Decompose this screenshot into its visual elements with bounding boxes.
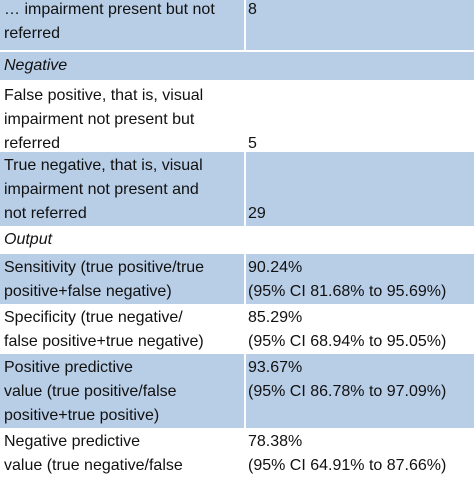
row-value-line: 8 [248,1,257,18]
row-label-line: positive+false negative) [4,283,172,300]
row-label-line: referred [4,135,61,152]
row-value-line: 29 [248,205,266,222]
row-label-line: Sensitivity (true positive/true [4,259,205,276]
row-value-line: (95% CI 64.91% to 87.66%) [248,457,447,474]
row-value: 90.24% (95% CI 81.68% to 95.69%) [248,256,446,304]
row-label: Positive predictive value (true positive… [4,356,244,428]
row-value-line: 85.29% [248,309,303,326]
row-value-line: (95% CI 86.78% to 97.09%) [248,383,447,400]
row-label-line: Negative predictive [4,433,141,450]
section-heading-negative: Negative [4,57,68,74]
row-label-line: false positive+true negative) [4,333,204,350]
column-divider [244,354,246,428]
row-label: … impairment present but not referred [4,0,244,46]
row-label-line: referred [4,25,61,42]
row-label: False positive, that is, visual impairme… [4,84,244,156]
row-value-line: 78.38% [248,433,303,450]
row-label-line: True negative, that is, visual [4,157,203,174]
table-row: … impairment present but not referred 8 [0,0,474,50]
row-label-line: Specificity (true negative/ [4,309,183,326]
row-value-line: 90.24% [248,259,303,276]
row-label: Sensitivity (true positive/true positive… [4,256,244,304]
row-value: 93.67% (95% CI 86.78% to 97.09%) [248,356,446,404]
column-divider [244,152,246,226]
row-value: 5 [248,84,257,156]
row-label-line: False positive, that is, visual [4,87,204,104]
row-value: 29 [248,154,266,226]
row-label-line: Positive predictive [4,359,133,376]
row-label-line: value (true positive/false [4,383,177,400]
row-value-line [248,154,266,178]
table-row: Negative predictive value (true negative… [0,430,474,474]
row-value-line: (95% CI 81.68% to 95.69%) [248,283,447,300]
row-value-line: 93.67% [248,359,303,376]
row-label-line: positive+true positive) [4,407,160,424]
column-divider [244,254,246,304]
table-row: Positive predictive value (true positive… [0,354,474,428]
row-label-line: not referred [4,205,87,222]
section-row: Negative [0,52,474,80]
row-label-line: impairment not present and [4,181,199,198]
row-label: Specificity (true negative/ false positi… [4,306,244,354]
row-value-line: 5 [248,135,257,152]
section-heading-output: Output [4,231,53,248]
section-row: Output [0,226,474,254]
row-label-line: impairment not present but [4,111,195,128]
table-row: True negative, that is, visual impairmen… [0,152,474,226]
row-value: 78.38% (95% CI 64.91% to 87.66%) [248,430,446,478]
row-value: 8 [248,0,257,22]
row-label: True negative, that is, visual impairmen… [4,154,244,226]
row-label-line: … impairment present but not [4,1,215,18]
row-value-line [248,84,257,108]
row-value-line [248,108,257,132]
row-value-line [248,178,266,202]
row-value: 85.29% (95% CI 68.94% to 95.05%) [248,306,446,354]
row-value-line: (95% CI 68.94% to 95.05%) [248,333,447,350]
row-label: Negative predictive value (true negative… [4,430,244,478]
column-divider [244,0,246,50]
table-row: Sensitivity (true positive/true positive… [0,254,474,304]
row-label-line: value (true negative/false [4,457,183,474]
table-row: False positive, that is, visual impairme… [0,82,474,152]
table-row: Specificity (true negative/ false positi… [0,304,474,354]
